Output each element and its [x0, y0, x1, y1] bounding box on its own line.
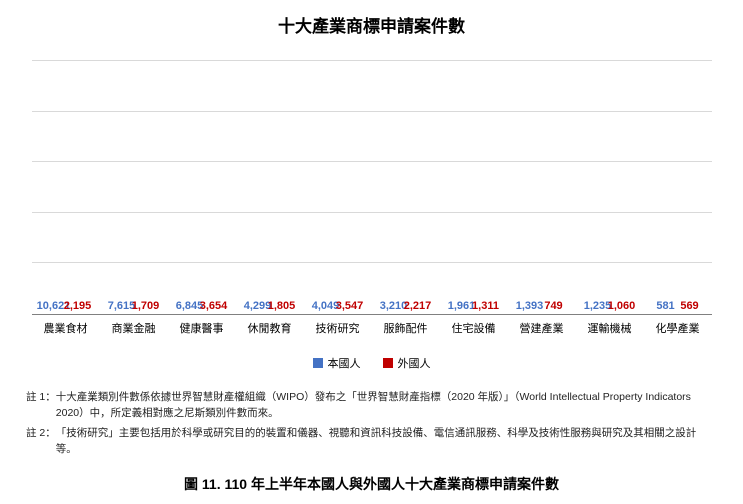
- chart-title: 十大產業商標申請案件數: [18, 12, 725, 37]
- legend-label: 外國人: [398, 355, 431, 371]
- bar-value-label: 1,060: [608, 300, 636, 312]
- x-axis-label: 住宅設備: [452, 320, 496, 336]
- x-axis-label: 技術研究: [316, 320, 360, 336]
- x-axis-label: 化學產業: [656, 320, 700, 336]
- legend-item: 外國人: [383, 355, 431, 371]
- figure-container: 十大產業商標申請案件數 10,6212,195農業食材7,6151,709商業金…: [0, 0, 743, 504]
- note-2-key: 註 2：: [26, 425, 56, 458]
- x-axis-label: 商業金融: [112, 320, 156, 336]
- bar-value-label: 581: [656, 300, 674, 312]
- bar-value-label: 569: [680, 300, 698, 312]
- x-axis-label: 健康醫事: [180, 320, 224, 336]
- bars-container: 10,6212,195農業食材7,6151,709商業金融6,8453,654健…: [32, 61, 712, 314]
- legend-item: 本國人: [313, 355, 361, 371]
- bar-value-label: 1,805: [268, 300, 296, 312]
- legend-label: 本國人: [328, 355, 361, 371]
- note-2-text: 「技術研究」主要包括用於科學或研究目的的裝置和儀器、視聽和資訊科技設備、電信通訊…: [56, 425, 717, 458]
- bar-value-label: 3,654: [200, 300, 228, 312]
- notes-block: 註 1： 十大產業類別件數係依據世界智慧財產權組織（WIPO）發布之「世界智慧財…: [18, 375, 725, 466]
- note-1-key: 註 1：: [26, 389, 56, 422]
- figure-caption: 圖 11. 110 年上半年本國人與外國人十大產業商標申請案件數: [18, 474, 725, 494]
- bar-value-label: 1,393: [516, 300, 544, 312]
- x-axis-label: 休閒教育: [248, 320, 292, 336]
- bar-value-label: 1,709: [132, 300, 160, 312]
- chart-area: 10,6212,195農業食材7,6151,709商業金融6,8453,654健…: [22, 51, 722, 371]
- note-2: 註 2： 「技術研究」主要包括用於科學或研究目的的裝置和儀器、視聽和資訊科技設備…: [26, 425, 717, 458]
- x-axis-label: 農業食材: [44, 320, 88, 336]
- plot-region: 10,6212,195農業食材7,6151,709商業金融6,8453,654健…: [32, 61, 712, 315]
- bar-value-label: 749: [544, 300, 562, 312]
- x-axis-label: 運輸機械: [588, 320, 632, 336]
- legend: 本國人 外國人: [22, 355, 722, 371]
- x-axis-label: 營建產業: [520, 320, 564, 336]
- note-1-text: 十大產業類別件數係依據世界智慧財產權組織（WIPO）發布之「世界智慧財產指標（2…: [56, 389, 717, 422]
- legend-swatch: [313, 358, 323, 368]
- legend-swatch: [383, 358, 393, 368]
- note-1: 註 1： 十大產業類別件數係依據世界智慧財產權組織（WIPO）發布之「世界智慧財…: [26, 389, 717, 422]
- bar-value-label: 2,195: [64, 300, 92, 312]
- bar-value-label: 2,217: [404, 300, 432, 312]
- bar-value-label: 3,547: [336, 300, 364, 312]
- x-axis-label: 服飾配件: [384, 320, 428, 336]
- bar-value-label: 1,311: [472, 300, 499, 312]
